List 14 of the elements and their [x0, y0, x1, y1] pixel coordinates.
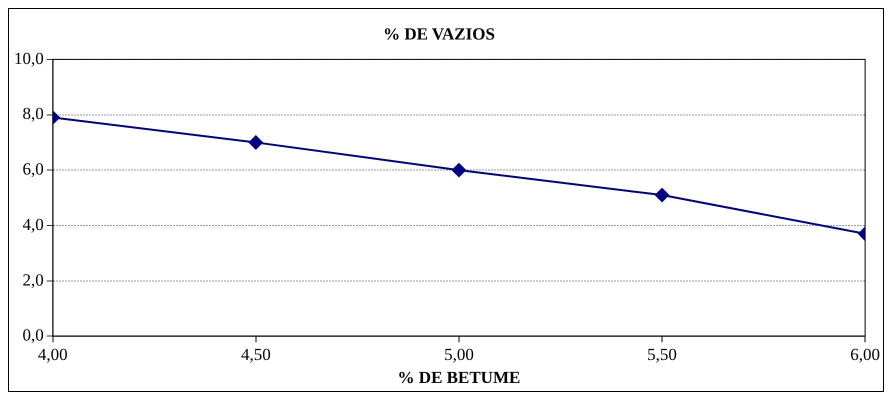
y-tick-label: 2,0: [22, 270, 44, 290]
point: [452, 163, 466, 178]
chart-title: % DE VAZIOS: [383, 24, 495, 44]
y-tick-label: 4,0: [22, 214, 44, 234]
x-axis-title: % DE BETUME: [398, 368, 520, 388]
x-tick-label: 4,50: [240, 344, 271, 364]
y-tick-label: 0,0: [22, 326, 44, 345]
x-tick-label: 5,00: [444, 344, 474, 364]
y-tick-label: 10,0: [14, 48, 44, 68]
x-tick-label: 6,00: [850, 344, 880, 364]
y-tick-label: 8,0: [22, 104, 44, 124]
x-tick-label: 5,50: [647, 344, 677, 364]
y-tick-label: 6,0: [22, 160, 44, 179]
x-tick-label: 4,00: [38, 344, 68, 364]
